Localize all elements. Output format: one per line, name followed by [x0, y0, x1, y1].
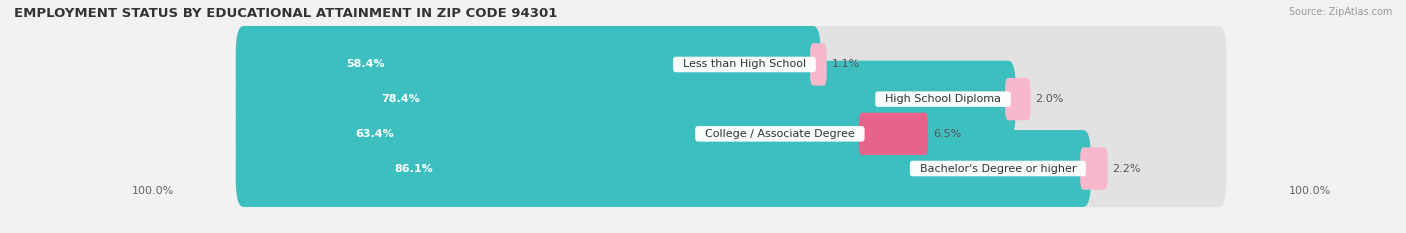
FancyBboxPatch shape — [1080, 147, 1108, 190]
Text: 100.0%: 100.0% — [1288, 186, 1331, 196]
Text: 63.4%: 63.4% — [354, 129, 394, 139]
Text: College / Associate Degree: College / Associate Degree — [697, 129, 862, 139]
FancyBboxPatch shape — [236, 26, 1226, 103]
FancyBboxPatch shape — [236, 130, 1091, 207]
FancyBboxPatch shape — [236, 61, 1017, 138]
Text: Bachelor's Degree or higher: Bachelor's Degree or higher — [912, 164, 1083, 174]
FancyBboxPatch shape — [859, 113, 928, 155]
FancyBboxPatch shape — [236, 95, 869, 172]
FancyBboxPatch shape — [236, 61, 1226, 138]
FancyBboxPatch shape — [236, 95, 1226, 172]
Text: 2.0%: 2.0% — [1035, 94, 1064, 104]
FancyBboxPatch shape — [236, 130, 1226, 207]
Text: 6.5%: 6.5% — [934, 129, 962, 139]
Text: 58.4%: 58.4% — [346, 59, 385, 69]
FancyBboxPatch shape — [810, 43, 827, 86]
Text: Less than High School: Less than High School — [676, 59, 813, 69]
Text: 86.1%: 86.1% — [395, 164, 433, 174]
Text: High School Diploma: High School Diploma — [879, 94, 1008, 104]
Text: 1.1%: 1.1% — [831, 59, 860, 69]
FancyBboxPatch shape — [1005, 78, 1031, 120]
Text: EMPLOYMENT STATUS BY EDUCATIONAL ATTAINMENT IN ZIP CODE 94301: EMPLOYMENT STATUS BY EDUCATIONAL ATTAINM… — [14, 7, 557, 20]
Text: 78.4%: 78.4% — [381, 94, 420, 104]
Text: Source: ZipAtlas.com: Source: ZipAtlas.com — [1288, 7, 1392, 17]
Text: 100.0%: 100.0% — [131, 186, 174, 196]
Text: 2.2%: 2.2% — [1112, 164, 1140, 174]
FancyBboxPatch shape — [236, 26, 821, 103]
